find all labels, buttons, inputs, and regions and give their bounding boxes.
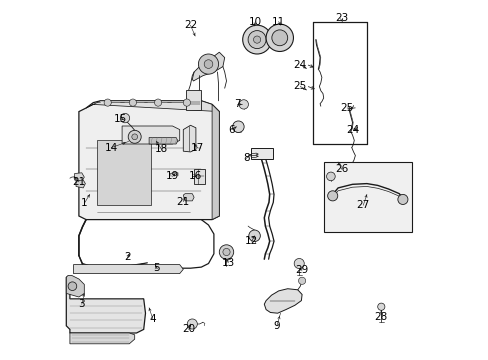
Text: 5: 5	[153, 263, 159, 273]
Circle shape	[242, 25, 271, 54]
Circle shape	[294, 258, 304, 269]
Text: 17: 17	[191, 143, 204, 153]
Circle shape	[298, 277, 305, 284]
Text: 21: 21	[176, 197, 189, 207]
Circle shape	[183, 99, 190, 106]
Circle shape	[204, 60, 212, 68]
Polygon shape	[76, 180, 85, 188]
Circle shape	[326, 172, 335, 181]
Text: 24: 24	[345, 125, 358, 135]
Polygon shape	[79, 101, 219, 220]
Polygon shape	[183, 194, 194, 201]
Polygon shape	[97, 140, 151, 205]
Bar	[323, 162, 411, 232]
Circle shape	[104, 99, 111, 106]
Circle shape	[120, 113, 129, 123]
Polygon shape	[66, 275, 84, 297]
Circle shape	[198, 54, 218, 74]
Text: 7: 7	[234, 99, 240, 109]
Circle shape	[239, 100, 248, 109]
Polygon shape	[66, 277, 145, 333]
Circle shape	[232, 121, 244, 132]
Circle shape	[271, 30, 287, 46]
Bar	[251, 148, 272, 159]
Text: 6: 6	[228, 125, 235, 135]
Text: 21: 21	[72, 177, 85, 187]
Polygon shape	[192, 52, 224, 81]
Text: 18: 18	[155, 144, 168, 154]
Text: 22: 22	[183, 20, 197, 30]
Circle shape	[327, 191, 337, 201]
Polygon shape	[212, 104, 219, 220]
Text: 19: 19	[165, 171, 179, 181]
Text: 2: 2	[124, 252, 131, 262]
Circle shape	[377, 303, 384, 310]
Circle shape	[397, 194, 407, 204]
Circle shape	[265, 24, 293, 51]
Circle shape	[128, 130, 141, 143]
Circle shape	[68, 282, 77, 291]
Circle shape	[187, 319, 197, 329]
Text: 26: 26	[334, 164, 347, 174]
Polygon shape	[73, 265, 183, 274]
Text: 1: 1	[81, 198, 87, 208]
Text: 3: 3	[78, 299, 85, 309]
Text: 9: 9	[273, 321, 280, 331]
Text: 8: 8	[243, 153, 249, 163]
Polygon shape	[70, 333, 134, 344]
Circle shape	[248, 230, 260, 242]
Circle shape	[247, 31, 265, 49]
Polygon shape	[122, 126, 179, 144]
Text: 27: 27	[356, 200, 369, 210]
Circle shape	[253, 36, 260, 43]
Polygon shape	[149, 138, 178, 144]
Text: 28: 28	[374, 312, 387, 322]
Text: 12: 12	[244, 236, 258, 246]
Text: 25: 25	[340, 103, 353, 113]
Text: 11: 11	[271, 17, 285, 27]
Text: 4: 4	[149, 314, 156, 324]
Text: 10: 10	[248, 17, 262, 27]
Circle shape	[223, 248, 230, 256]
Text: 25: 25	[293, 81, 306, 91]
Text: 20: 20	[182, 324, 195, 334]
Polygon shape	[75, 173, 84, 181]
Polygon shape	[264, 289, 302, 313]
Text: 23: 23	[334, 13, 347, 23]
Text: 16: 16	[189, 171, 202, 181]
Text: 15: 15	[113, 114, 127, 124]
Circle shape	[219, 245, 233, 259]
Circle shape	[129, 99, 136, 106]
Polygon shape	[183, 125, 196, 152]
Polygon shape	[86, 101, 219, 112]
Text: 13: 13	[221, 258, 234, 268]
Text: 24: 24	[293, 60, 306, 70]
Bar	[194, 169, 204, 184]
Bar	[186, 90, 201, 110]
Text: 14: 14	[104, 143, 118, 153]
Circle shape	[132, 134, 137, 140]
Circle shape	[154, 99, 162, 106]
Text: 29: 29	[295, 265, 308, 275]
